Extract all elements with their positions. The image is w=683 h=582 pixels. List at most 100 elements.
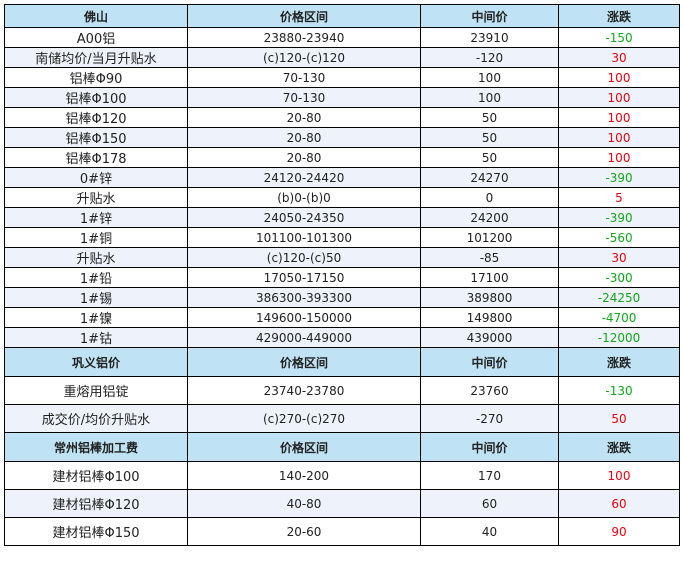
mid-price: 17100: [420, 267, 559, 288]
mid-price: 50: [420, 107, 559, 128]
foshan-section-title: 佛山: [4, 4, 188, 28]
price-range: 20-80: [187, 127, 421, 148]
price-range: 24120-24420: [187, 167, 421, 188]
mid-price: -120: [420, 47, 559, 68]
mid-price: 149800: [420, 307, 559, 328]
price-change: 90: [558, 517, 680, 546]
table-row: 建材铝棒Φ120 40-80 60 60: [4, 489, 680, 518]
price-change: 100: [558, 87, 680, 108]
table-row: 1#锌 24050-24350 24200 -390: [4, 207, 680, 228]
gongyi-mid-price-header: 中间价: [420, 347, 559, 377]
price-change: 100: [558, 147, 680, 168]
price-range: (c)120-(c)120: [187, 47, 421, 68]
price-range: 23880-23940: [187, 27, 421, 48]
table-row: 重熔用铝锭 23740-23780 23760 -130: [4, 376, 680, 405]
price-change: -390: [558, 207, 680, 228]
table-row: 建材铝棒Φ150 20-60 40 90: [4, 517, 680, 546]
table-row: 1#铜 101100-101300 101200 -560: [4, 227, 680, 248]
price-change: -150: [558, 27, 680, 48]
item-name: 建材铝棒Φ150: [4, 517, 188, 546]
gongyi-section-title: 巩义铝价: [4, 347, 188, 377]
item-name: 南储均价/当月升贴水: [4, 47, 188, 68]
mid-price: 24200: [420, 207, 559, 228]
foshan-header-row: 佛山 价格区间 中间价 涨跌: [4, 4, 680, 28]
price-range: 429000-449000: [187, 327, 421, 348]
item-name: 1#镍: [4, 307, 188, 328]
foshan-change-header: 涨跌: [558, 4, 680, 28]
price-range: 140-200: [187, 461, 421, 490]
item-name: 1#铜: [4, 227, 188, 248]
mid-price: 170: [420, 461, 559, 490]
price-range: 20-60: [187, 517, 421, 546]
price-change: -130: [558, 376, 680, 405]
item-name: 1#铅: [4, 267, 188, 288]
price-range: (c)270-(c)270: [187, 404, 421, 433]
price-range: 24050-24350: [187, 207, 421, 228]
mid-price: 100: [420, 67, 559, 88]
price-range: 17050-17150: [187, 267, 421, 288]
table-row: 铝棒Φ100 70-130 100 100: [4, 87, 680, 108]
mid-price: 40: [420, 517, 559, 546]
price-range: 20-80: [187, 107, 421, 128]
item-name: 铝棒Φ100: [4, 87, 188, 108]
mid-price: -270: [420, 404, 559, 433]
table-row: A00铝 23880-23940 23910 -150: [4, 27, 680, 48]
mid-price: 101200: [420, 227, 559, 248]
table-row: 1#钴 429000-449000 439000 -12000: [4, 327, 680, 348]
table-row: 南储均价/当月升贴水 (c)120-(c)120 -120 30: [4, 47, 680, 68]
item-name: 建材铝棒Φ100: [4, 461, 188, 490]
gongyi-price-range-header: 价格区间: [187, 347, 421, 377]
price-range: 70-130: [187, 87, 421, 108]
table-row: 建材铝棒Φ100 140-200 170 100: [4, 461, 680, 490]
table-row: 1#镍 149600-150000 149800 -4700: [4, 307, 680, 328]
item-name: 铝棒Φ150: [4, 127, 188, 148]
item-name: 铝棒Φ178: [4, 147, 188, 168]
price-range: (c)120-(c)50: [187, 247, 421, 268]
table-body: 佛山 价格区间 中间价 涨跌 A00铝 23880-23940 23910 -150 南储均价/…: [4, 4, 680, 546]
item-name: 1#钴: [4, 327, 188, 348]
price-change: -300: [558, 267, 680, 288]
table-row: 1#锡 386300-393300 389800 -24250: [4, 287, 680, 308]
mid-price: 50: [420, 147, 559, 168]
table-row: 0#锌 24120-24420 24270 -390: [4, 167, 680, 188]
table-row: 铝棒Φ120 20-80 50 100: [4, 107, 680, 128]
table-row: 铝棒Φ178 20-80 50 100: [4, 147, 680, 168]
price-change: 100: [558, 107, 680, 128]
price-change: 100: [558, 127, 680, 148]
item-name: 铝棒Φ90: [4, 67, 188, 88]
price-change: -4700: [558, 307, 680, 328]
price-change: 5: [558, 187, 680, 208]
mid-price: 24270: [420, 167, 559, 188]
item-name: 升贴水: [4, 187, 188, 208]
changzhou-price-range-header: 价格区间: [187, 432, 421, 462]
item-name: 升贴水: [4, 247, 188, 268]
table-row: 成交价/均价升贴水 (c)270-(c)270 -270 50: [4, 404, 680, 433]
price-change: 30: [558, 47, 680, 68]
changzhou-mid-price-header: 中间价: [420, 432, 559, 462]
mid-price: 23760: [420, 376, 559, 405]
price-range: (b)0-(b)0: [187, 187, 421, 208]
price-range: 386300-393300: [187, 287, 421, 308]
price-change: -390: [558, 167, 680, 188]
changzhou-change-header: 涨跌: [558, 432, 680, 462]
price-change: 50: [558, 404, 680, 433]
price-range: 70-130: [187, 67, 421, 88]
mid-price: 0: [420, 187, 559, 208]
price-range: 101100-101300: [187, 227, 421, 248]
mid-price: 23910: [420, 27, 559, 48]
table-row: 铝棒Φ90 70-130 100 100: [4, 67, 680, 88]
price-change: 30: [558, 247, 680, 268]
mid-price: 100: [420, 87, 559, 108]
item-name: 1#锌: [4, 207, 188, 228]
table-row: 升贴水 (b)0-(b)0 0 5: [4, 187, 680, 208]
price-change: 60: [558, 489, 680, 518]
price-range: 40-80: [187, 489, 421, 518]
table-row: 升贴水 (c)120-(c)50 -85 30: [4, 247, 680, 268]
price-change: 100: [558, 461, 680, 490]
table-row: 1#铅 17050-17150 17100 -300: [4, 267, 680, 288]
item-name: A00铝: [4, 27, 188, 48]
metal-price-table: 佛山 价格区间 中间价 涨跌 A00铝 23880-23940 23910 -150 南储均价/…: [4, 4, 680, 546]
price-change: 100: [558, 67, 680, 88]
price-change: -24250: [558, 287, 680, 308]
